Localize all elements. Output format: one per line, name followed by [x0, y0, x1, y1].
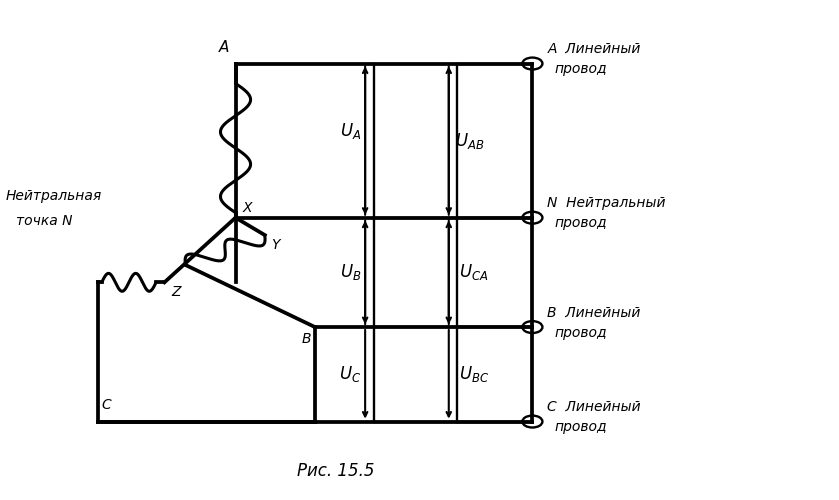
Text: C  Линейный: C Линейный: [547, 400, 641, 414]
Text: провод: провод: [554, 62, 607, 76]
Text: провод: провод: [554, 326, 607, 340]
Text: $U_C$: $U_C$: [339, 364, 361, 384]
Text: провод: провод: [554, 216, 607, 230]
Text: $U_{CA}$: $U_{CA}$: [459, 262, 488, 282]
Text: Нейтральная: Нейтральная: [6, 189, 102, 203]
Text: B  Линейный: B Линейный: [547, 306, 641, 320]
Text: $U_{BC}$: $U_{BC}$: [459, 364, 489, 384]
Text: N  Нейтральный: N Нейтральный: [547, 196, 666, 210]
Text: Y: Y: [272, 238, 280, 252]
Text: X: X: [242, 201, 252, 215]
Text: $U_{AB}$: $U_{AB}$: [455, 130, 484, 150]
Text: Рис. 15.5: Рис. 15.5: [297, 462, 375, 479]
Text: $U_B$: $U_B$: [340, 262, 361, 282]
Text: $U_A$: $U_A$: [340, 120, 361, 141]
Text: A: A: [218, 40, 229, 54]
Text: провод: провод: [554, 420, 607, 434]
Text: A  Линейный: A Линейный: [547, 42, 641, 56]
Text: Z: Z: [171, 285, 180, 299]
Text: C: C: [102, 398, 112, 411]
Text: точка N: точка N: [17, 214, 73, 228]
Text: B: B: [301, 332, 310, 346]
